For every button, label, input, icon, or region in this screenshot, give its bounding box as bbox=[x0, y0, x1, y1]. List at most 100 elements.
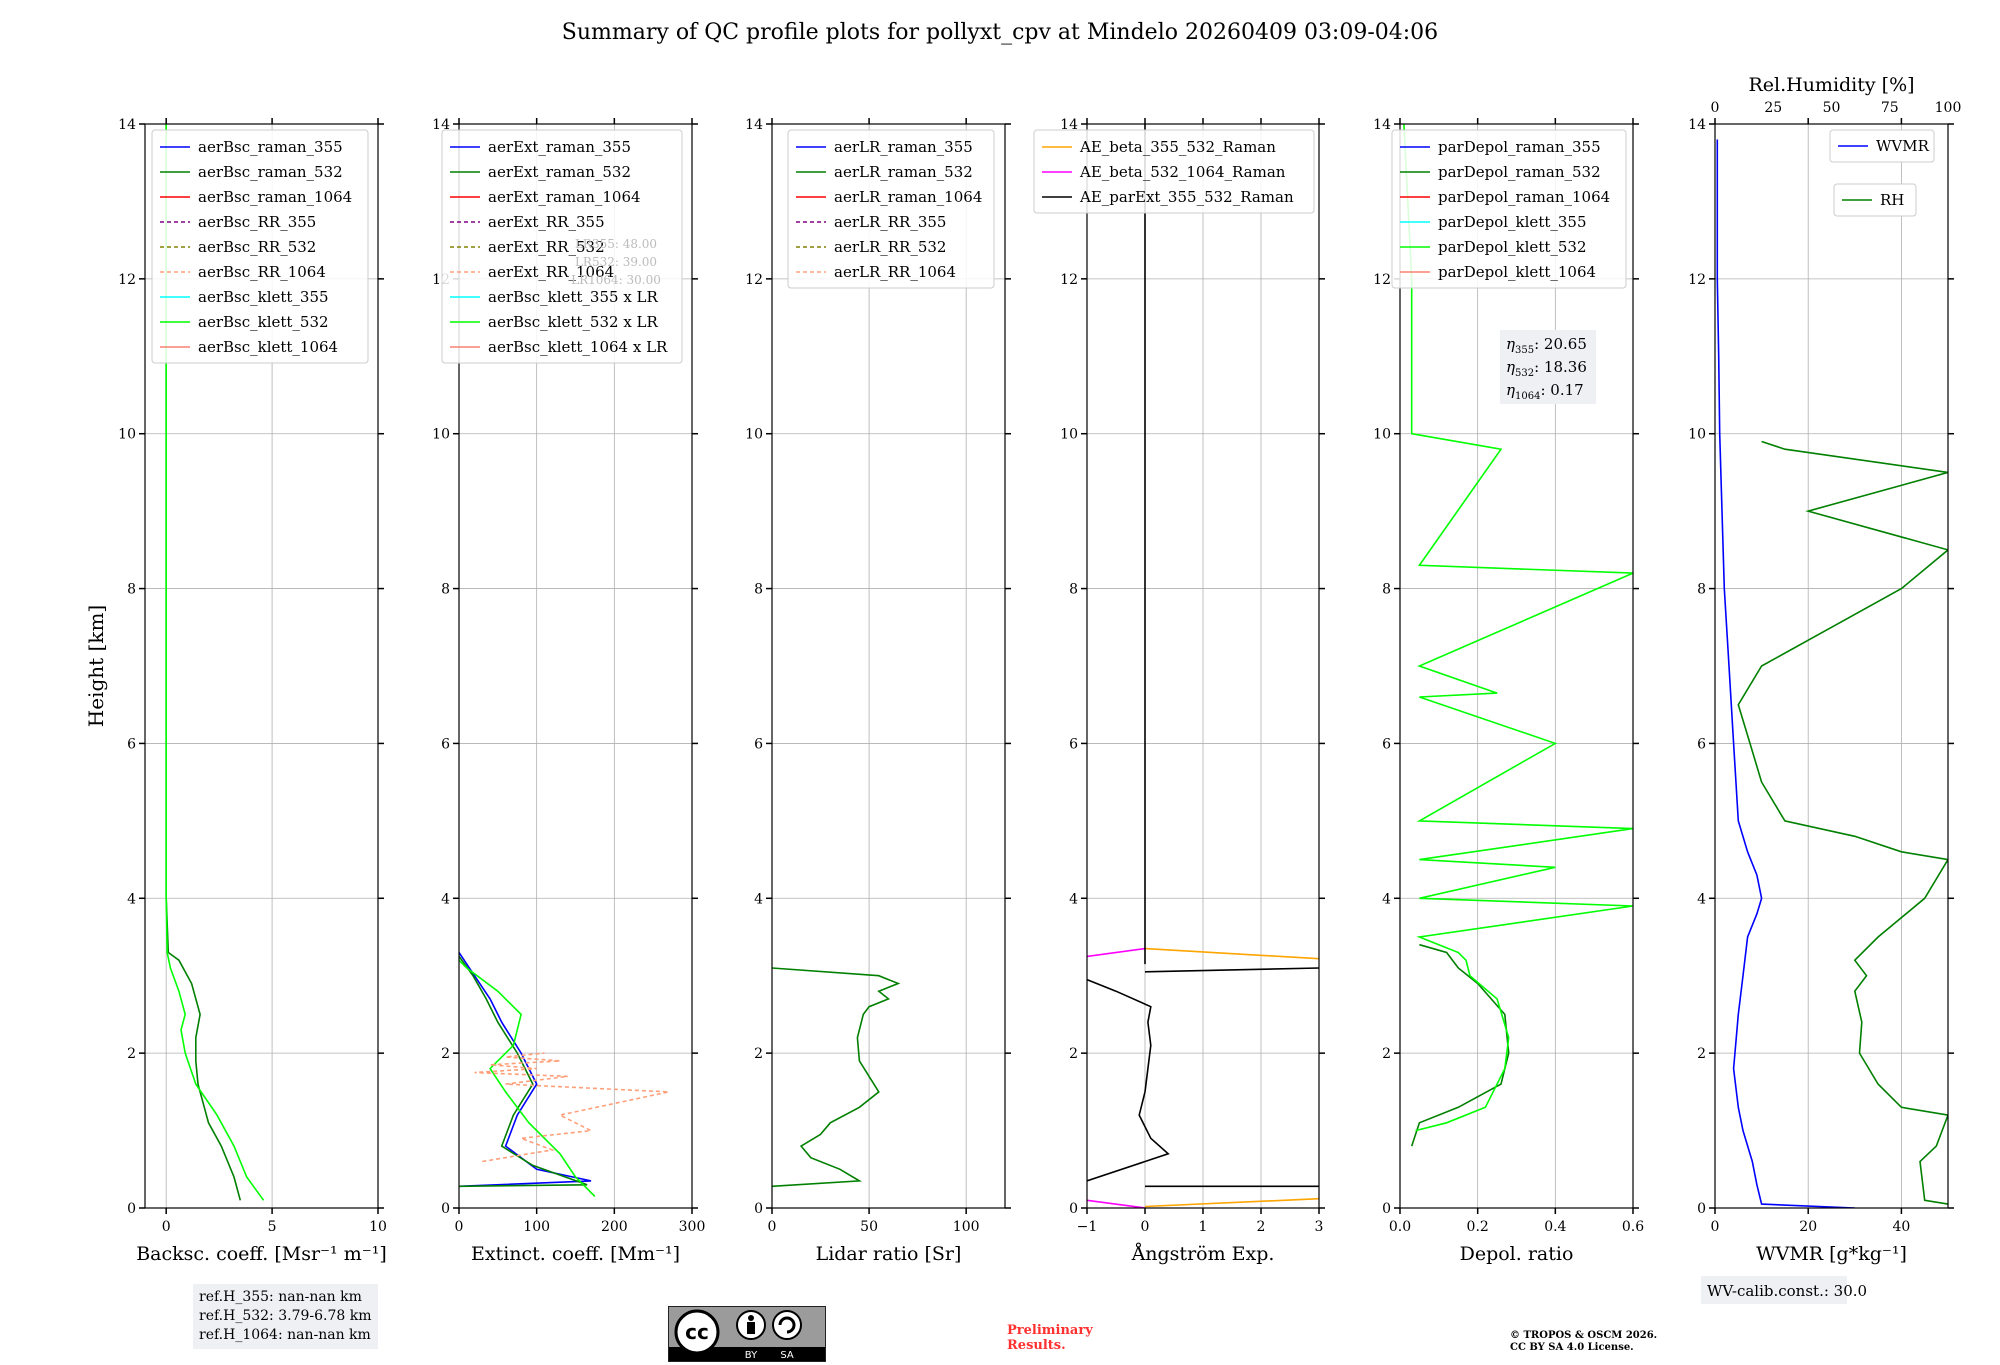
xtick-label: 100 bbox=[523, 1219, 550, 1235]
legend-label: aerLR_RR_355 bbox=[834, 213, 946, 231]
xtick-label: 0 bbox=[162, 1219, 171, 1235]
preliminary-line2: Results. bbox=[1007, 1338, 1066, 1353]
series-AE-parExt-355-532-Raman bbox=[1087, 978, 1170, 1182]
xtick-label: 0.0 bbox=[1389, 1219, 1411, 1235]
ytick-label: 12 bbox=[745, 272, 763, 288]
ref-height-1064: ref.H_1064: nan-nan km bbox=[199, 1327, 371, 1343]
ytick-label: 4 bbox=[127, 891, 136, 907]
xtick-label: 40 bbox=[1892, 1219, 1910, 1235]
legend-label: parDepol_raman_1064 bbox=[1438, 188, 1610, 206]
ytick-label: 2 bbox=[441, 1046, 450, 1062]
preliminary-line1: Preliminary bbox=[1007, 1323, 1093, 1338]
legend-frame bbox=[441, 129, 683, 364]
ytick-label: 0 bbox=[1382, 1201, 1391, 1217]
ytick-label: 4 bbox=[754, 891, 763, 907]
xtick-label: 3 bbox=[1315, 1219, 1324, 1235]
series-AE-beta-355-532-Raman bbox=[1144, 947, 1319, 960]
xtick-label: 1 bbox=[1199, 1219, 1208, 1235]
series-parDepol-klett-532 bbox=[1403, 124, 1633, 1132]
legend-label: AE_parExt_355_532_Raman bbox=[1079, 188, 1294, 206]
legend-label: parDepol_klett_532 bbox=[1438, 238, 1587, 256]
ytick-label: 0 bbox=[1697, 1201, 1706, 1217]
axes-frame bbox=[144, 123, 379, 1209]
top-tick-label: 100 bbox=[1935, 100, 1962, 116]
axes-frame bbox=[771, 123, 1006, 1209]
axes-frame bbox=[1086, 123, 1320, 1209]
ylabel: Height [km] bbox=[84, 605, 108, 727]
ytick-label: 10 bbox=[1060, 427, 1078, 443]
xlabel-dep: Depol. ratio bbox=[1460, 1243, 1574, 1265]
series-aerBsc-klett-532-x-LR bbox=[459, 959, 596, 1197]
preliminary-note: Preliminary Results. bbox=[1007, 1323, 1093, 1353]
axes-frame bbox=[458, 123, 693, 1209]
xtick-label: 0 bbox=[768, 1219, 777, 1235]
ytick-label: 12 bbox=[1373, 272, 1391, 288]
legend-rh: RH bbox=[1833, 183, 1917, 217]
ytick-label: 12 bbox=[1060, 272, 1078, 288]
legend-label: aerBsc_klett_355 bbox=[198, 288, 329, 306]
xlabel-bsc: Backsc. coeff. [Msr⁻¹ m⁻¹] bbox=[136, 1243, 387, 1265]
top-axis-label: Rel.Humidity [%] bbox=[1748, 74, 1914, 96]
ext-lr-label: LR355: 48.00 bbox=[575, 237, 657, 251]
axes-frame bbox=[1399, 123, 1634, 1209]
top-tick-label: 25 bbox=[1764, 100, 1782, 116]
legend-label: aerLR_raman_1064 bbox=[834, 188, 982, 206]
ytick-label: 10 bbox=[118, 427, 136, 443]
xtick-label: 0 bbox=[455, 1219, 464, 1235]
ytick-label: 0 bbox=[1069, 1201, 1078, 1217]
eta-532: η532: 18.36 bbox=[1506, 358, 1587, 379]
copyright-line1: © TROPOS & OSCM 2026. bbox=[1510, 1330, 1658, 1341]
ytick-label: 6 bbox=[441, 736, 450, 752]
wv-calib-box: WV-calib.const.: 30.0 bbox=[1701, 1276, 1867, 1304]
series-AE-beta-532-1064-Raman-low bbox=[1087, 1199, 1146, 1208]
legend-frame bbox=[1391, 129, 1627, 289]
legend-label: aerLR_RR_532 bbox=[834, 238, 946, 256]
top-tick-label: 75 bbox=[1881, 100, 1899, 116]
wv-calib-bg bbox=[1701, 1276, 1847, 1304]
ytick-label: 8 bbox=[1069, 582, 1078, 598]
ytick-label: 14 bbox=[1373, 117, 1391, 133]
legend-label: parDepol_klett_355 bbox=[1438, 213, 1587, 231]
legend-ae: AE_beta_355_532_Raman AE_beta_532_1064_Ra… bbox=[1033, 129, 1315, 214]
legend-label: aerBsc_klett_1064 x LR bbox=[488, 338, 668, 356]
ytick-label: 6 bbox=[1069, 736, 1078, 752]
xtick-label: 0.2 bbox=[1467, 1219, 1489, 1235]
ytick-label: 12 bbox=[118, 272, 136, 288]
eta-1064: η1064: 0.17 bbox=[1506, 381, 1584, 402]
ytick-label: 8 bbox=[1697, 582, 1706, 598]
ytick-label: 2 bbox=[754, 1046, 763, 1062]
ytick-label: 10 bbox=[432, 427, 450, 443]
xtick-label: 100 bbox=[953, 1219, 980, 1235]
ytick-label: 4 bbox=[1697, 891, 1706, 907]
eta-box-bg bbox=[1500, 330, 1596, 404]
ytick-label: 14 bbox=[1060, 117, 1078, 133]
legend-label: parDepol_raman_532 bbox=[1438, 163, 1601, 181]
legend-label: aerBsc_raman_1064 bbox=[198, 188, 352, 206]
legend-wvmr: WVMR bbox=[1829, 129, 1935, 163]
ytick-label: 14 bbox=[1688, 117, 1706, 133]
ytick-label: 8 bbox=[754, 582, 763, 598]
legend-label: aerBsc_raman_355 bbox=[198, 138, 343, 156]
legend-label: aerBsc_klett_355 x LR bbox=[488, 288, 659, 306]
legend-label: aerBsc_klett_1064 bbox=[198, 338, 338, 356]
legend-ext: aerExt_raman_355 aerExt_raman_532 aerExt_r… bbox=[441, 129, 683, 364]
legend-label: aerBsc_raman_532 bbox=[198, 163, 343, 181]
ytick-label: 6 bbox=[127, 736, 136, 752]
panel-lr: 0 2 4 6 8 10 12 14 0 50 100 Lidar ratio [Sr] aerLR_r… bbox=[745, 117, 1011, 1265]
legend-frame bbox=[1833, 183, 1917, 217]
top-tick-label: 0 bbox=[1711, 100, 1720, 116]
ref-height-532: ref.H_532: 3.79-6.78 km bbox=[199, 1308, 372, 1324]
ref-height-355: ref.H_355: nan-nan km bbox=[199, 1289, 362, 1305]
series-parDepol-raman-532 bbox=[1410, 943, 1510, 1147]
series-AE-parExt-355-532-Raman-top bbox=[1144, 967, 1319, 973]
xtick-label: 5 bbox=[268, 1219, 277, 1235]
legend-label: parDepol_raman_355 bbox=[1438, 138, 1601, 156]
ytick-label: 6 bbox=[754, 736, 763, 752]
xtick-label: 200 bbox=[601, 1219, 628, 1235]
ytick-label: 2 bbox=[1382, 1046, 1391, 1062]
legend-frame bbox=[1829, 129, 1935, 163]
legend-label: AE_beta_532_1064_Raman bbox=[1079, 163, 1286, 181]
